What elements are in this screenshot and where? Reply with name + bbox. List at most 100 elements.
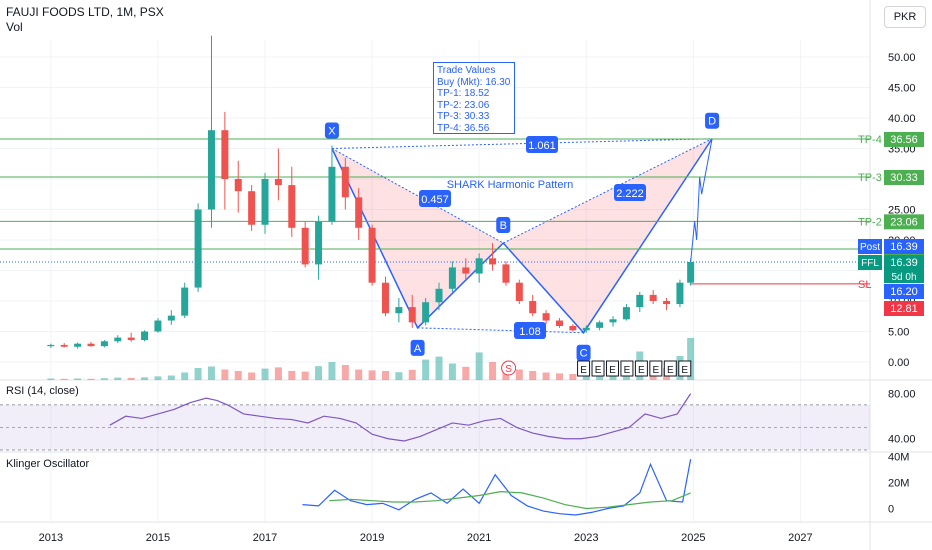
volume-bar — [368, 370, 376, 380]
pattern-point-marker — [576, 344, 591, 361]
volume-bar — [448, 363, 456, 380]
volume-bar — [167, 375, 175, 380]
y-tick-label: 0.00 — [888, 357, 909, 369]
volume-bar — [687, 338, 695, 380]
candle-body — [47, 344, 55, 347]
price-tag-bg — [884, 239, 924, 254]
ratio-badge — [526, 136, 558, 153]
candle-body — [141, 331, 149, 341]
pattern-point-marker — [496, 217, 511, 234]
klinger-line — [302, 458, 692, 516]
ratio-label: 1.061 — [528, 140, 556, 152]
level-label: TP-2 — [858, 216, 882, 228]
candle-body — [328, 166, 336, 222]
candle-body — [167, 315, 175, 321]
earnings-marker — [577, 360, 591, 377]
volume-bar — [542, 372, 550, 380]
pattern-point-marker — [705, 112, 720, 129]
price-tag-sub: 5d 0h — [891, 272, 916, 283]
candle-body — [582, 327, 590, 331]
volume-bar — [341, 365, 349, 380]
candle-body — [154, 320, 162, 332]
candle-body — [288, 185, 296, 228]
ratio-label: 2.222 — [616, 188, 644, 200]
split-marker — [501, 360, 517, 376]
earnings-marker — [605, 360, 619, 377]
candle-body — [687, 262, 695, 283]
candle-body — [448, 267, 456, 289]
candle-body — [341, 166, 349, 198]
price-tag-value: 16.20 — [890, 286, 918, 298]
pattern-point-label: B — [500, 220, 507, 232]
candle-body — [194, 209, 202, 288]
projection-path — [690, 138, 713, 263]
earnings-marker-label: E — [638, 365, 645, 376]
candle-body — [515, 282, 523, 301]
candle-body — [368, 227, 376, 283]
candle-body — [622, 307, 630, 320]
price-tag-bg — [884, 131, 924, 147]
x-tick-label: 2023 — [574, 532, 598, 544]
price-tag-bg — [884, 214, 924, 230]
pattern-point-label: X — [328, 126, 336, 138]
y-tick-label: 25.00 — [888, 205, 916, 217]
trade-line-tp3: TP-3: 30.33 — [437, 111, 490, 122]
klinger-label: Klinger Oscillator — [6, 458, 90, 470]
price-tag-value: 12.81 — [890, 303, 918, 315]
candle-body — [475, 258, 483, 274]
earnings-marker — [620, 360, 634, 377]
volume-bar — [87, 378, 95, 380]
price-tag-value: 16.39 — [890, 241, 918, 253]
volume-bar — [234, 371, 242, 380]
y-tick-label: 45.00 — [888, 83, 916, 95]
pattern-legs — [331, 138, 713, 334]
y-tick-label: 40.00 — [888, 113, 916, 125]
candle-body — [381, 282, 389, 314]
volume-bar — [315, 366, 323, 380]
earnings-marker-label: E — [595, 365, 602, 376]
y-tick-label: 50.00 — [888, 52, 916, 64]
candle-body — [542, 313, 550, 321]
price-tag-label: FFL — [861, 258, 879, 269]
candle-body — [301, 227, 309, 265]
ratio-badge — [514, 322, 546, 339]
candle-body — [181, 287, 189, 316]
x-tick-label: 2021 — [467, 532, 491, 544]
price-tag-bg — [884, 301, 924, 316]
candle-body — [248, 191, 256, 225]
candle-body — [114, 337, 122, 342]
klinger-tick-label: 40M — [888, 452, 909, 464]
price-tag-label: Post — [860, 242, 880, 253]
trade-line-tp2: TP-2: 23.06 — [437, 99, 490, 111]
volume-bar — [435, 356, 443, 380]
candle-body — [676, 282, 684, 305]
candle-body — [502, 264, 510, 283]
candle-body — [408, 307, 416, 323]
volume-bar — [127, 377, 135, 380]
candle-body — [596, 322, 604, 328]
candle-body — [489, 258, 497, 265]
y-tick-label: 5.00 — [888, 327, 909, 339]
currency-button[interactable]: PKR — [884, 6, 926, 28]
ratio-label: 1.08 — [519, 326, 540, 338]
candle-body — [649, 294, 657, 301]
volume-bar — [248, 372, 256, 380]
candle-body — [74, 343, 82, 347]
volume-bar — [462, 366, 470, 380]
volume-bar — [100, 378, 108, 380]
earnings-marker-label: E — [580, 365, 587, 376]
candle-body — [395, 307, 403, 314]
price-tag-label-bg — [858, 255, 882, 270]
rsi-tick-label: 40.00 — [888, 434, 916, 446]
volume-bar — [154, 376, 162, 380]
volume-bar — [529, 371, 537, 380]
volume-bar — [328, 362, 336, 380]
x-tick-label: 2017 — [253, 532, 277, 544]
klinger-tick-label: 0 — [888, 504, 894, 516]
pattern-fill-bcd — [503, 138, 713, 333]
klinger-tick-label: 20M — [888, 478, 909, 490]
volume-bar — [261, 368, 269, 380]
pattern-name: SHARK Harmonic Pattern — [447, 179, 574, 191]
symbol-title[interactable]: FAUJI FOODS LTD, 1M, PSX — [6, 5, 164, 19]
rsi-tick-label: 80.00 — [888, 389, 916, 401]
